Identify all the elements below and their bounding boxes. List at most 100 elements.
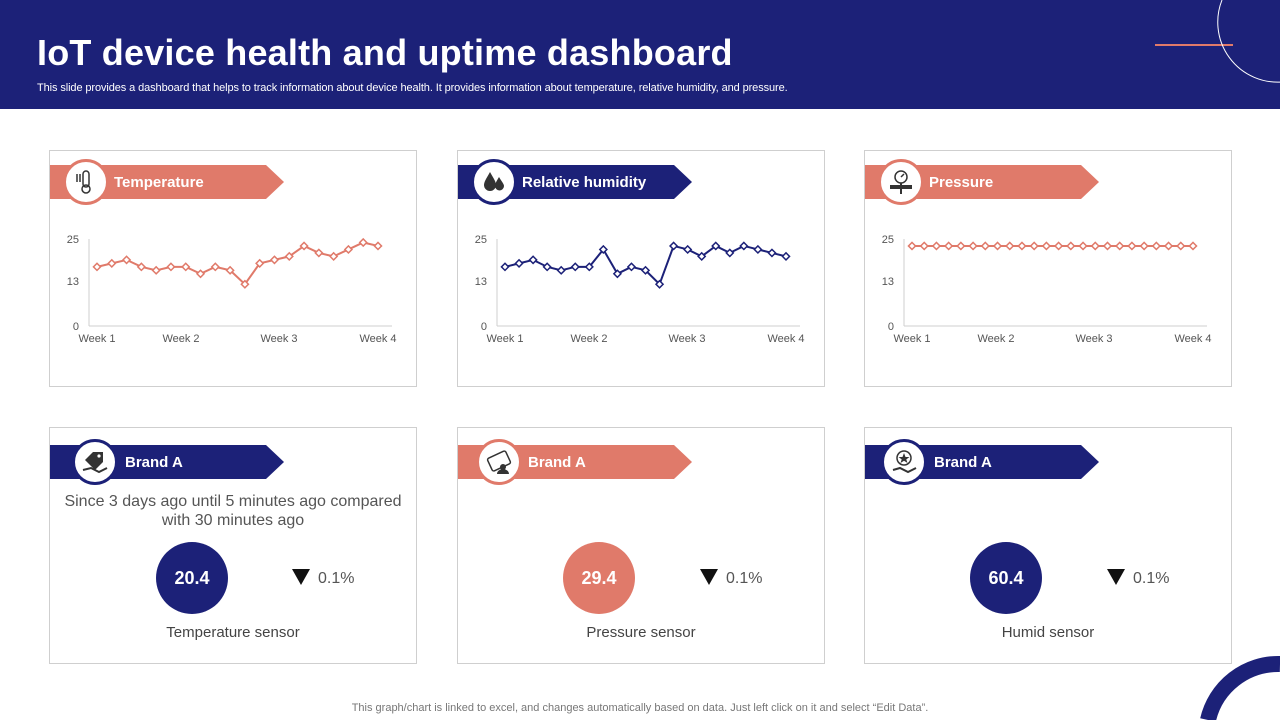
pressure-ribbon: Pressure: [865, 165, 1099, 199]
data-point: [343, 244, 354, 255]
y-tick-label: 0: [481, 321, 487, 333]
pressure-chart-card: Pressure 25 13 0 Week 1 Week 2 Week 3 Week 4: [864, 150, 1232, 387]
temperature-chart-card: Temperature 25 13 0 Week 1 Week 2 Week 3 Week …: [49, 150, 417, 387]
temperature-delta: 0.1%: [292, 569, 354, 588]
data-point: [121, 255, 132, 265]
data-point: [1163, 241, 1174, 251]
footer-note: This graph/chart is linked to excel, and…: [351, 702, 929, 714]
data-point: [329, 251, 339, 261]
data-point: [1139, 241, 1149, 251]
data-point: [1029, 241, 1039, 251]
pressure-gauge-icon: [878, 159, 924, 205]
humidity-delta: 0.1%: [1107, 569, 1169, 588]
data-point: [107, 258, 117, 268]
corner-arc-decoration: [1200, 656, 1280, 720]
data-point: [968, 241, 978, 251]
y-tick-label: 0: [888, 321, 894, 333]
data-point: [314, 248, 324, 258]
y-tick-label: 13: [475, 276, 487, 288]
data-point: [669, 241, 679, 251]
data-point: [711, 241, 721, 251]
thermometer-icon: [63, 159, 109, 205]
data-point: [980, 241, 990, 251]
data-point: [240, 279, 250, 289]
humidity-metric-card: Brand A 60.4 0.1% Humid sensor: [864, 427, 1232, 664]
delta-value: 0.1%: [1133, 570, 1170, 587]
data-point: [528, 255, 538, 265]
data-point: [210, 262, 220, 272]
data-point: [584, 262, 594, 272]
pressure-delta: 0.1%: [700, 569, 762, 588]
temperature-metric-card: Brand A Since 3 days ago until 5 minutes…: [49, 427, 417, 664]
header-banner: IoT device health and uptime dashboard T…: [0, 0, 1280, 109]
data-point: [1176, 241, 1186, 251]
x-tick-label: Week 2: [162, 333, 199, 345]
data-point: [944, 241, 954, 251]
data-point: [781, 251, 791, 261]
data-point: [697, 251, 707, 261]
data-point: [1102, 241, 1113, 251]
data-point: [225, 265, 235, 275]
data-point: [1090, 241, 1100, 251]
y-tick-label: 0: [73, 321, 79, 333]
x-tick-label: Week 4: [1174, 333, 1211, 345]
data-point: [992, 241, 1003, 251]
data-point: [1066, 241, 1076, 251]
data-point: [598, 244, 608, 255]
data-point: [570, 262, 580, 272]
brand-label: Brand A: [934, 454, 992, 471]
x-tick-label: Week 1: [486, 333, 523, 345]
data-point: [1078, 241, 1088, 251]
data-point: [195, 269, 206, 279]
data-point: [612, 269, 622, 279]
pressure-sensor-label: Pressure sensor: [586, 624, 696, 641]
x-tick-label: Week 3: [260, 333, 297, 345]
data-point: [373, 241, 383, 251]
down-arrow-icon: [292, 569, 310, 585]
data-point: [556, 265, 566, 275]
page-title: IoT device health and uptime dashboard: [37, 32, 733, 73]
data-point: [92, 262, 102, 272]
y-tick-label: 25: [475, 234, 487, 246]
pressure-label: Pressure: [929, 174, 994, 191]
data-point: [626, 262, 637, 272]
data-point: [284, 251, 294, 261]
x-tick-label: Week 3: [1075, 333, 1112, 345]
data-point: [358, 237, 368, 248]
data-point: [1005, 241, 1015, 251]
down-arrow-icon: [700, 569, 718, 585]
data-point: [1127, 241, 1137, 251]
delta-value: 0.1%: [318, 570, 355, 587]
data-point: [1054, 241, 1064, 251]
pressure-value: 29.4: [563, 542, 635, 614]
data-point: [542, 262, 552, 272]
data-point: [1115, 241, 1125, 251]
data-point: [1017, 241, 1027, 251]
decorative-arcs: [1155, 0, 1280, 83]
data-point: [739, 241, 749, 251]
humidity-label: Relative humidity: [522, 174, 647, 191]
y-tick-label: 13: [882, 276, 894, 288]
x-tick-label: Week 1: [78, 333, 115, 345]
price-tag-hand-icon: [72, 439, 118, 485]
data-point: [1041, 241, 1051, 251]
pressure-metric-card: Brand A 29.4 0.1% Pressure sensor: [457, 427, 825, 664]
humidity-ribbon: Relative humidity: [458, 165, 692, 199]
data-point: [269, 255, 280, 265]
x-tick-label: Week 1: [893, 333, 930, 345]
series-line: [96, 241, 379, 286]
y-tick-label: 13: [67, 276, 79, 288]
y-tick-label: 25: [882, 234, 894, 246]
x-tick-label: Week 4: [767, 333, 804, 345]
data-point: [956, 241, 966, 251]
y-tick-label: 25: [67, 234, 79, 246]
data-point: [299, 241, 309, 251]
star-hand-icon: [881, 439, 927, 485]
temperature-value: 20.4: [156, 542, 228, 614]
water-drops-icon: [471, 159, 517, 205]
brand-label: Brand A: [125, 454, 183, 471]
humidity-chart-card: Relative humidity 25 13 0 Week 1 Week 2 Week …: [457, 150, 825, 387]
data-point: [907, 241, 917, 251]
